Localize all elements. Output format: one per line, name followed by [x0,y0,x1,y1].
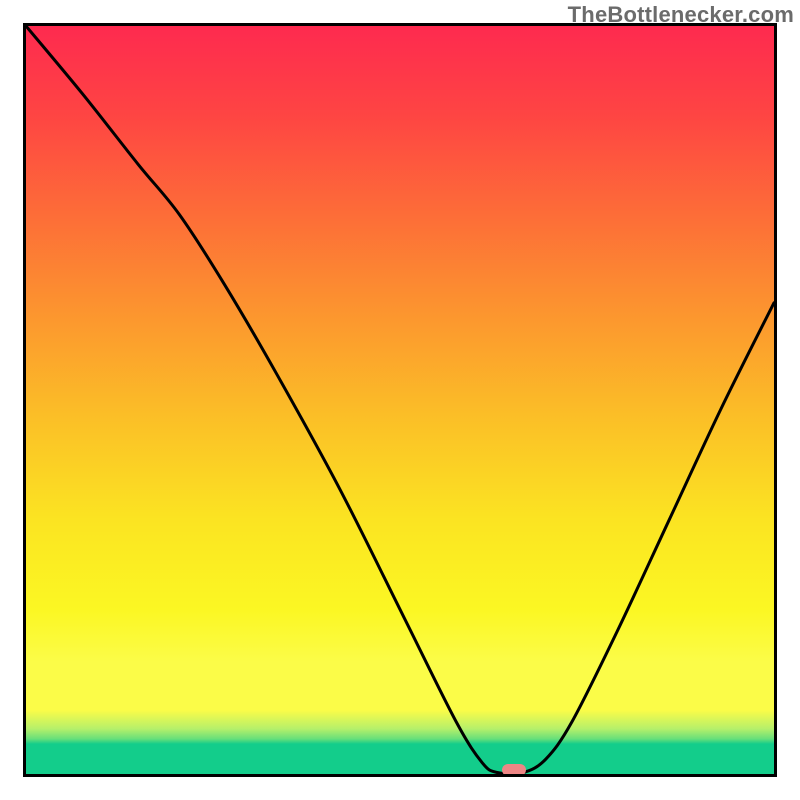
plot-area [23,23,777,777]
bottleneck-chart-container: TheBottlenecker.com [0,0,800,800]
watermark-label: TheBottlenecker.com [568,2,794,28]
bottleneck-curve [26,26,774,774]
optimal-marker [502,764,526,776]
